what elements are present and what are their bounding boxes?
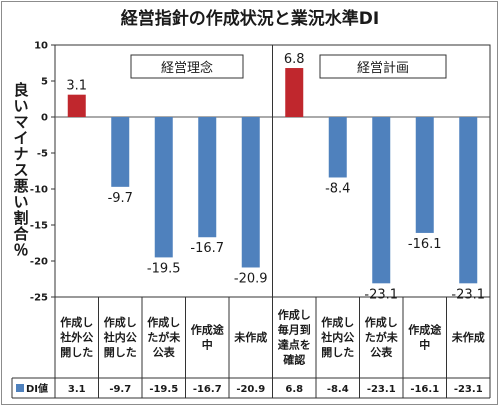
category-label: 作成途 <box>408 323 442 337</box>
y-axis-label-char: い <box>13 97 28 115</box>
category-label: 開した <box>321 346 354 359</box>
category-label: 中 <box>202 338 213 352</box>
bar <box>459 117 478 284</box>
category-label: 公表 <box>370 345 393 359</box>
category-label: 未作成 <box>451 330 485 344</box>
category-label: たが未 <box>147 330 181 344</box>
bar <box>285 68 304 117</box>
category-label: 社外公 <box>59 330 93 344</box>
category-label: 作成し <box>365 315 398 329</box>
category-label: 未作成 <box>233 330 267 344</box>
y-tick-label: 0 <box>41 113 48 124</box>
y-tick-label: -10 <box>30 185 48 196</box>
category-label: 達点を <box>278 338 311 352</box>
plot-area: 10 5 0 -5 -10 -15 -20 -25 経営理念 経営計画 3.1 -9.7 -19.5 -1… <box>30 41 491 304</box>
category-label: 社内公 <box>103 330 137 344</box>
y-axis-label-char: 割 <box>13 209 28 227</box>
group-label-box <box>319 54 447 79</box>
y-axis-label-char: 悪 <box>13 177 28 195</box>
y-axis-label-char: 合 <box>12 225 29 243</box>
table-value: -23.1 <box>454 384 483 395</box>
bar <box>328 117 347 178</box>
category-label: 公表 <box>153 345 176 359</box>
category-label: 毎月到 <box>278 323 311 337</box>
category-label: 開した <box>104 346 137 359</box>
category-label: 中 <box>419 338 430 352</box>
bar-value-label: -9.7 <box>108 191 133 206</box>
y-axis-label-char: マ <box>13 113 28 131</box>
category-label: 作成し <box>147 315 180 329</box>
category-label: 作成し <box>104 315 137 329</box>
y-tick-label: 10 <box>34 41 48 52</box>
category-label: 社内公 <box>320 330 354 344</box>
table-value: 3.1 <box>68 384 86 395</box>
chart-title: 経営指針の作成状況と業況水準DI <box>121 8 379 29</box>
category-label: たが未 <box>365 330 399 344</box>
group-label: 経営計画 <box>357 60 409 76</box>
category-label: 作成し <box>60 315 93 329</box>
table-value: -16.7 <box>193 384 222 395</box>
table-value: -20.9 <box>236 384 265 395</box>
bar-value-label: -16.1 <box>408 237 442 252</box>
table-value: 6.8 <box>285 384 303 395</box>
category-label: 作成し <box>278 308 311 322</box>
group-label: 経営理念 <box>161 60 213 76</box>
bar <box>111 117 130 187</box>
bar <box>67 94 86 117</box>
table-value: -9.7 <box>109 384 131 395</box>
y-axis-label-char: イ <box>13 129 28 147</box>
category-label: 確認 <box>283 353 305 367</box>
group-label-box <box>130 54 244 79</box>
y-tick-label: -5 <box>37 149 48 160</box>
y-axis-label-char: 良 <box>13 81 28 99</box>
category-label: 開した <box>60 346 93 359</box>
bar <box>372 117 391 284</box>
bar-value-label: -23.1 <box>451 287 485 302</box>
table-value: -16.1 <box>410 384 439 395</box>
data-table: DI値作成し社外公開した作成し社内公開した作成したが未公表作成途中未作成作成し毎… <box>11 297 491 399</box>
bar-value-label: -8.4 <box>325 181 350 196</box>
table-value: -23.1 <box>367 384 396 395</box>
bar <box>154 117 173 258</box>
y-axis-label-char: ナ <box>13 145 28 163</box>
bar-value-label: 6.8 <box>284 52 305 67</box>
bar <box>241 117 260 268</box>
category-label: 作成途 <box>191 323 225 337</box>
y-tick-label: -20 <box>30 257 48 268</box>
y-axis-label-char: い <box>13 193 28 211</box>
y-tick-label: -25 <box>30 293 48 304</box>
y-tick-label: 5 <box>41 77 48 88</box>
legend-label: DI値 <box>26 382 48 395</box>
bar-value-label: -19.5 <box>147 261 181 276</box>
bar <box>415 117 434 233</box>
bar-value-label: -23.1 <box>364 287 398 302</box>
y-axis-label-char: ％ <box>13 241 28 259</box>
y-tick-label: -15 <box>30 221 48 232</box>
table-value: -8.4 <box>327 384 349 395</box>
bar <box>198 117 217 238</box>
bar-value-label: -20.9 <box>234 271 268 286</box>
legend-swatch <box>16 384 24 392</box>
bar-value-label: -16.7 <box>190 241 224 256</box>
bar-value-label: 3.1 <box>66 79 87 94</box>
y-axis-label-char: ス <box>13 161 28 179</box>
table-value: -19.5 <box>149 384 178 395</box>
category-label: 作成し <box>321 315 354 329</box>
